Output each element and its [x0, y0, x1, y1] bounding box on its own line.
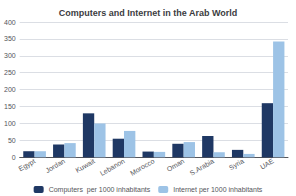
svg-text:150: 150 [4, 103, 16, 110]
svg-text:Jordan: Jordan [44, 157, 66, 174]
svg-text:0: 0 [12, 154, 16, 161]
svg-text:Internet per 1000 inhabitants: Internet per 1000 inhabitants [173, 186, 263, 194]
svg-text:50: 50 [8, 137, 16, 144]
svg-text:400: 400 [4, 19, 16, 26]
svg-text:100: 100 [4, 120, 16, 127]
svg-text:Syria: Syria [228, 157, 246, 172]
svg-text:Computers and Internet in the: Computers and Internet in the Arab World [59, 8, 238, 18]
svg-text:Morocco: Morocco [129, 157, 156, 177]
svg-text:350: 350 [4, 35, 16, 42]
svg-text:Oman: Oman [165, 157, 185, 173]
svg-text:UAE: UAE [259, 157, 275, 170]
svg-text:200: 200 [4, 86, 16, 93]
svg-text:Kuwait: Kuwait [74, 157, 96, 174]
svg-text:300: 300 [4, 52, 16, 59]
svg-text:250: 250 [4, 69, 16, 76]
svg-text:Lebanon: Lebanon [99, 157, 126, 177]
svg-text:Computers per 1000 inhabitant: Computers per 1000 inhabitants [49, 186, 151, 194]
svg-text:Egypt: Egypt [17, 157, 37, 173]
svg-text:S.Arabia: S.Arabia [189, 157, 216, 177]
